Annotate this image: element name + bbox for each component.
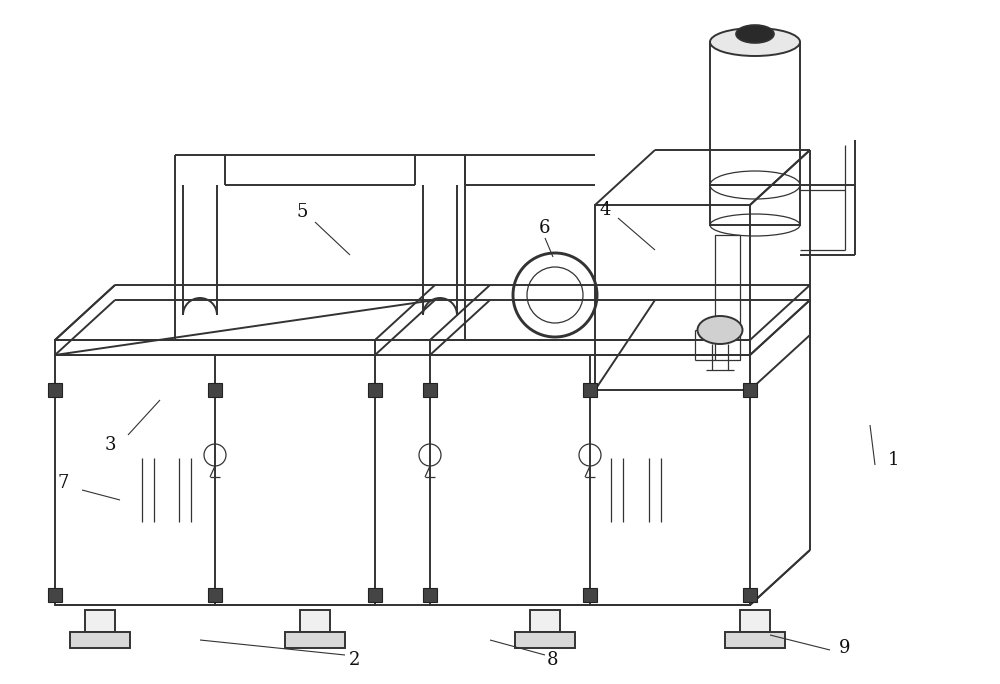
Bar	[55, 340, 375, 355]
Bar	[530, 610, 560, 632]
Ellipse shape	[710, 28, 800, 56]
Bar	[70, 632, 130, 648]
Bar	[48, 588, 62, 602]
Bar	[725, 632, 785, 648]
Bar	[743, 383, 757, 397]
Bar	[583, 588, 597, 602]
Bar	[740, 610, 770, 632]
Bar	[583, 383, 597, 397]
Bar	[710, 185, 800, 225]
Bar	[715, 235, 740, 360]
Text: 3: 3	[104, 436, 116, 454]
Text: 8: 8	[547, 651, 559, 669]
Bar	[430, 340, 750, 355]
Bar	[515, 632, 575, 648]
Bar	[710, 42, 800, 185]
Bar	[743, 588, 757, 602]
Bar	[423, 383, 437, 397]
Text: 1: 1	[887, 451, 899, 469]
Ellipse shape	[698, 316, 742, 344]
Bar	[368, 588, 382, 602]
Bar	[368, 383, 382, 397]
Ellipse shape	[736, 25, 774, 43]
Bar	[595, 205, 750, 390]
Bar	[208, 588, 222, 602]
Bar	[285, 632, 345, 648]
Text: 4: 4	[599, 201, 611, 219]
Text: 6: 6	[538, 219, 550, 237]
Text: 2: 2	[349, 651, 361, 669]
Text: 9: 9	[839, 639, 851, 657]
Bar	[300, 610, 330, 632]
Bar	[430, 355, 750, 605]
Text: 7: 7	[57, 474, 69, 492]
Bar	[48, 383, 62, 397]
Bar	[208, 383, 222, 397]
Bar	[423, 588, 437, 602]
Bar	[55, 355, 375, 605]
Text: 5: 5	[296, 203, 308, 221]
Bar	[85, 610, 115, 632]
